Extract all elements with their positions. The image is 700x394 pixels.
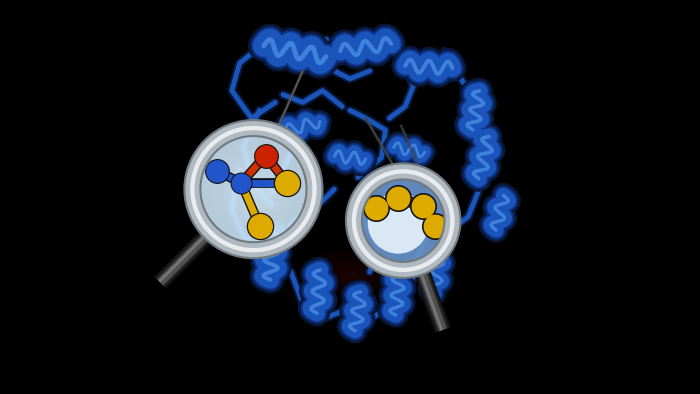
Point	[281, 180, 293, 186]
Point	[393, 195, 404, 202]
Point	[417, 203, 428, 209]
Point	[260, 152, 272, 159]
Point	[430, 222, 441, 229]
Point	[254, 223, 265, 229]
Point	[236, 180, 247, 186]
Circle shape	[368, 193, 429, 254]
Circle shape	[355, 173, 452, 269]
Point	[281, 180, 293, 186]
Point	[393, 195, 404, 202]
Point	[370, 205, 382, 212]
Point	[417, 203, 428, 209]
Circle shape	[354, 171, 452, 270]
Point	[211, 168, 223, 174]
Point	[430, 222, 441, 229]
Point	[254, 223, 265, 229]
Point	[236, 180, 247, 186]
Point	[370, 205, 382, 212]
Circle shape	[193, 128, 314, 250]
Point	[260, 152, 272, 159]
Point	[211, 168, 223, 174]
